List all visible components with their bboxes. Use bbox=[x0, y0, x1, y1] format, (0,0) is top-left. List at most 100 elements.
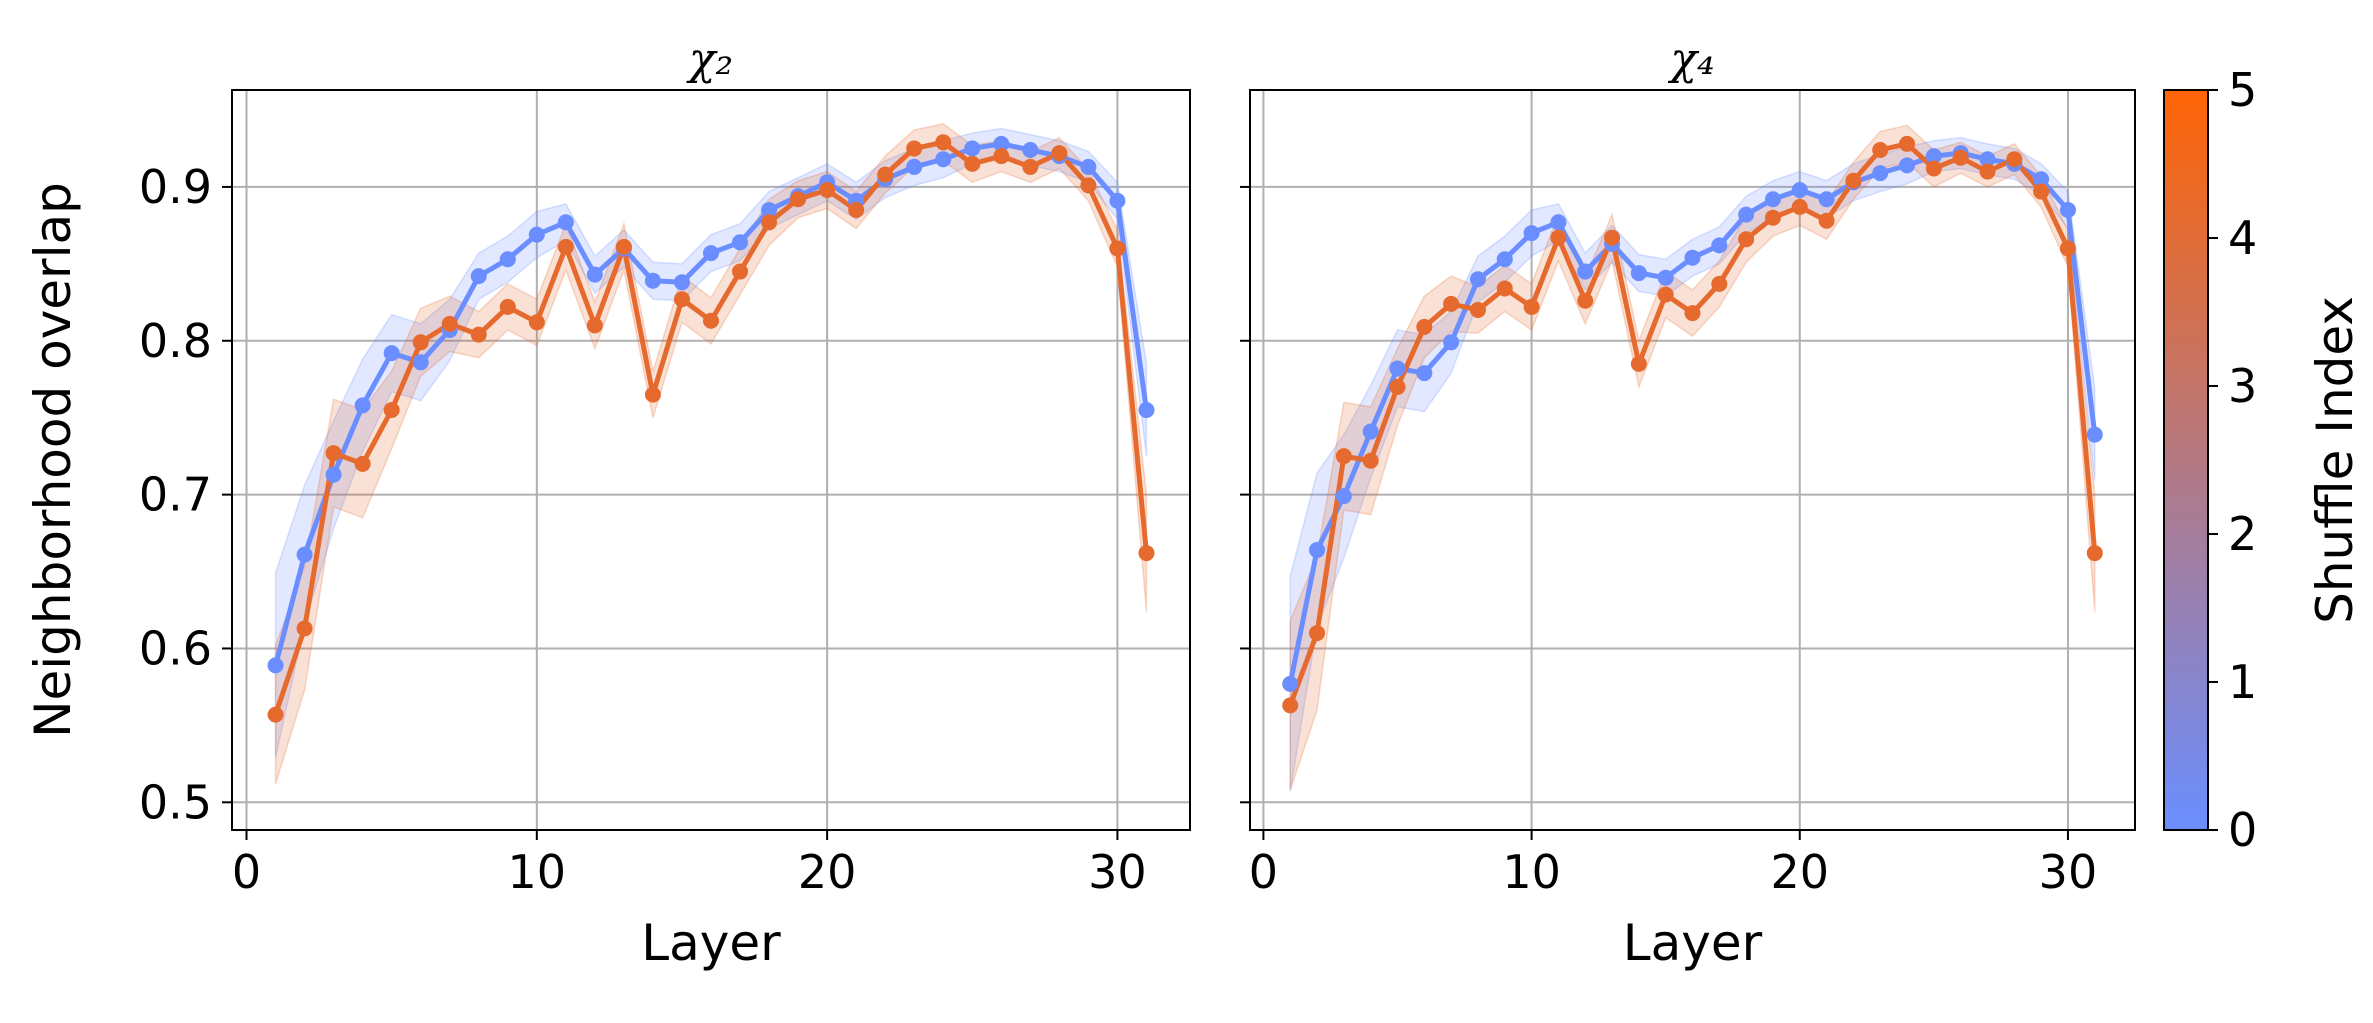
chi2-shuffle5-point bbox=[296, 620, 313, 637]
chi2-shuffle5-point bbox=[906, 140, 923, 157]
chi2-shuffle0-point bbox=[964, 140, 981, 157]
chi2-shuffle0-point bbox=[296, 546, 313, 563]
x-tick-label: 10 bbox=[508, 845, 567, 899]
chi2-shuffle5-point bbox=[732, 263, 749, 280]
chi2-shuffle5-point bbox=[703, 312, 719, 329]
chi4-shuffle5-point bbox=[1791, 198, 1808, 215]
chi4-shuffle0-point bbox=[1469, 271, 1486, 288]
chi4-shuffle5-point bbox=[2059, 240, 2076, 257]
chi2-shuffle5-point bbox=[1080, 177, 1097, 194]
chi4-shuffle0-point bbox=[1711, 237, 1728, 254]
chi4-shuffle0-point bbox=[1738, 206, 1755, 223]
colorbar-tick-label: 3 bbox=[2228, 359, 2257, 413]
chi4-shuffle0-point bbox=[1684, 249, 1701, 266]
chi4-shuffle5-point bbox=[1469, 302, 1486, 318]
chi2-shuffle0-point bbox=[412, 354, 429, 371]
panel-chi4-title: χ₄ bbox=[1667, 34, 1714, 85]
chi2-shuffle0-point bbox=[935, 151, 952, 168]
chi4-shuffle0-point bbox=[2059, 202, 2076, 218]
chi4-shuffle5-point bbox=[1389, 378, 1406, 395]
chi2-shuffle0-point bbox=[703, 245, 719, 262]
chi4-shuffle5-point bbox=[1282, 697, 1299, 714]
chi2-shuffle0-point bbox=[673, 274, 690, 291]
chi4-shuffle0-point bbox=[1335, 488, 1352, 505]
chi4-shuffle5-point bbox=[1711, 275, 1728, 292]
x-tick-label: 10 bbox=[1502, 845, 1561, 899]
colorbar-tick-label: 0 bbox=[2228, 803, 2257, 857]
chi2-shuffle5-point bbox=[935, 134, 952, 151]
chi4-shuffle5-point bbox=[1550, 229, 1567, 246]
chi4-shuffle0-point bbox=[1523, 225, 1540, 242]
chi4-shuffle5-point bbox=[1845, 172, 1862, 189]
chi4-shuffle5-point bbox=[1416, 318, 1433, 335]
chi4-shuffle5-point bbox=[1952, 149, 1969, 166]
colorbar-label: Shuffle Index bbox=[2306, 296, 2364, 624]
chi2-shuffle5-point bbox=[528, 314, 545, 331]
chi2-shuffle5-band bbox=[274, 123, 1148, 785]
chi4-shuffle5-point bbox=[1443, 295, 1460, 312]
y-tick-label: 0.9 bbox=[139, 160, 212, 214]
chi4-shuffle5-band bbox=[1289, 124, 2096, 791]
y-tick-label: 0.7 bbox=[139, 468, 212, 522]
chi2-shuffle0-point bbox=[499, 251, 516, 268]
chi4-shuffle0-point bbox=[1979, 151, 1996, 168]
chi4-shuffle0-point bbox=[1389, 360, 1406, 377]
chi2-shuffle5-point bbox=[383, 402, 400, 418]
chi2-shuffle5-point bbox=[848, 202, 865, 218]
chi2-shuffle5-point bbox=[790, 191, 807, 208]
chi2-shuffle5-point bbox=[267, 706, 284, 723]
chi2-shuffle0-point bbox=[586, 266, 603, 283]
chi2-shuffle5-point bbox=[993, 148, 1010, 165]
chi4-shuffle5-point bbox=[1764, 209, 1781, 226]
chi4-shuffle5-point bbox=[1657, 286, 1674, 303]
panel-chi4: 0 10 20 30 χ₄ Layer bbox=[1240, 34, 2136, 972]
chi4-shuffle0-point bbox=[1443, 334, 1460, 351]
chi4-shuffle0-line bbox=[1287, 150, 2098, 685]
panel-chi2-frame bbox=[231, 89, 1191, 831]
chi2-shuffle5-point bbox=[412, 334, 429, 351]
x-tick-label: 20 bbox=[1770, 845, 1829, 899]
chi4-shuffle5-point bbox=[1818, 212, 1835, 229]
y-axis-label: Neighborhood overlap bbox=[24, 182, 82, 738]
chi2-shuffle0-point bbox=[1022, 142, 1039, 158]
chi2-shuffle5-point bbox=[441, 315, 458, 332]
chi2-shuffle0-point bbox=[644, 272, 661, 289]
chi2-shuffle0-point bbox=[470, 268, 487, 285]
chi2-shuffle0-point bbox=[383, 345, 400, 362]
chi2-shuffle5-point bbox=[470, 326, 487, 343]
chi4-shuffle5-point bbox=[1925, 160, 1942, 177]
chi2-shuffle5-point bbox=[644, 386, 661, 403]
chi2-shuffle5-point bbox=[761, 214, 778, 231]
chi4-shuffle0-point bbox=[1899, 157, 1916, 174]
chi4-shuffle5-line bbox=[1287, 141, 2098, 707]
x-tick-label: 0 bbox=[232, 845, 261, 899]
chi2-shuffle5-point bbox=[354, 455, 371, 472]
chi2-shuffle0-point bbox=[528, 226, 545, 243]
chi4-shuffle0-point bbox=[1657, 269, 1674, 286]
chi4-shuffle5-point bbox=[1979, 163, 1996, 180]
chi2-shuffle5-point bbox=[557, 238, 574, 255]
chi4-shuffle5-point bbox=[1335, 448, 1352, 465]
chi2-shuffle0-point bbox=[325, 466, 342, 483]
y-tick-label: 0.6 bbox=[139, 621, 212, 675]
chi4-shuffle5-point bbox=[1523, 298, 1540, 315]
colorbar-tick-label: 1 bbox=[2228, 655, 2257, 709]
panel-chi4-frame bbox=[1249, 89, 2136, 831]
chi2-shuffle5-point bbox=[1022, 158, 1039, 175]
chi2-shuffle0-point bbox=[354, 397, 371, 414]
chi4-shuffle5-point bbox=[2033, 183, 2050, 200]
chi2-shuffle5-point bbox=[819, 182, 836, 198]
panel-chi2: 0 10 20 30 0.5 0.6 0.7 0.8 0.9 χ₂ Layer Neighbor… bbox=[24, 34, 1191, 972]
chi2-shuffle0-point bbox=[267, 657, 284, 674]
chi4-shuffle5-point bbox=[2086, 545, 2103, 562]
colorbar-gradient bbox=[2163, 89, 2209, 831]
chi4-shuffle5-point bbox=[1309, 625, 1326, 642]
chi2-shuffle5-point bbox=[1051, 145, 1068, 162]
chi4-shuffle0-point bbox=[2086, 426, 2103, 443]
chi4-shuffle0-point bbox=[1818, 191, 1835, 208]
chi4-shuffle5-point bbox=[1604, 229, 1621, 246]
chi4-shuffle0-point bbox=[2033, 171, 2050, 188]
chi2-shuffle0-point bbox=[993, 135, 1010, 152]
chi4-shuffle5-point bbox=[1496, 280, 1513, 297]
chi4-shuffle0-band bbox=[1289, 136, 2096, 792]
